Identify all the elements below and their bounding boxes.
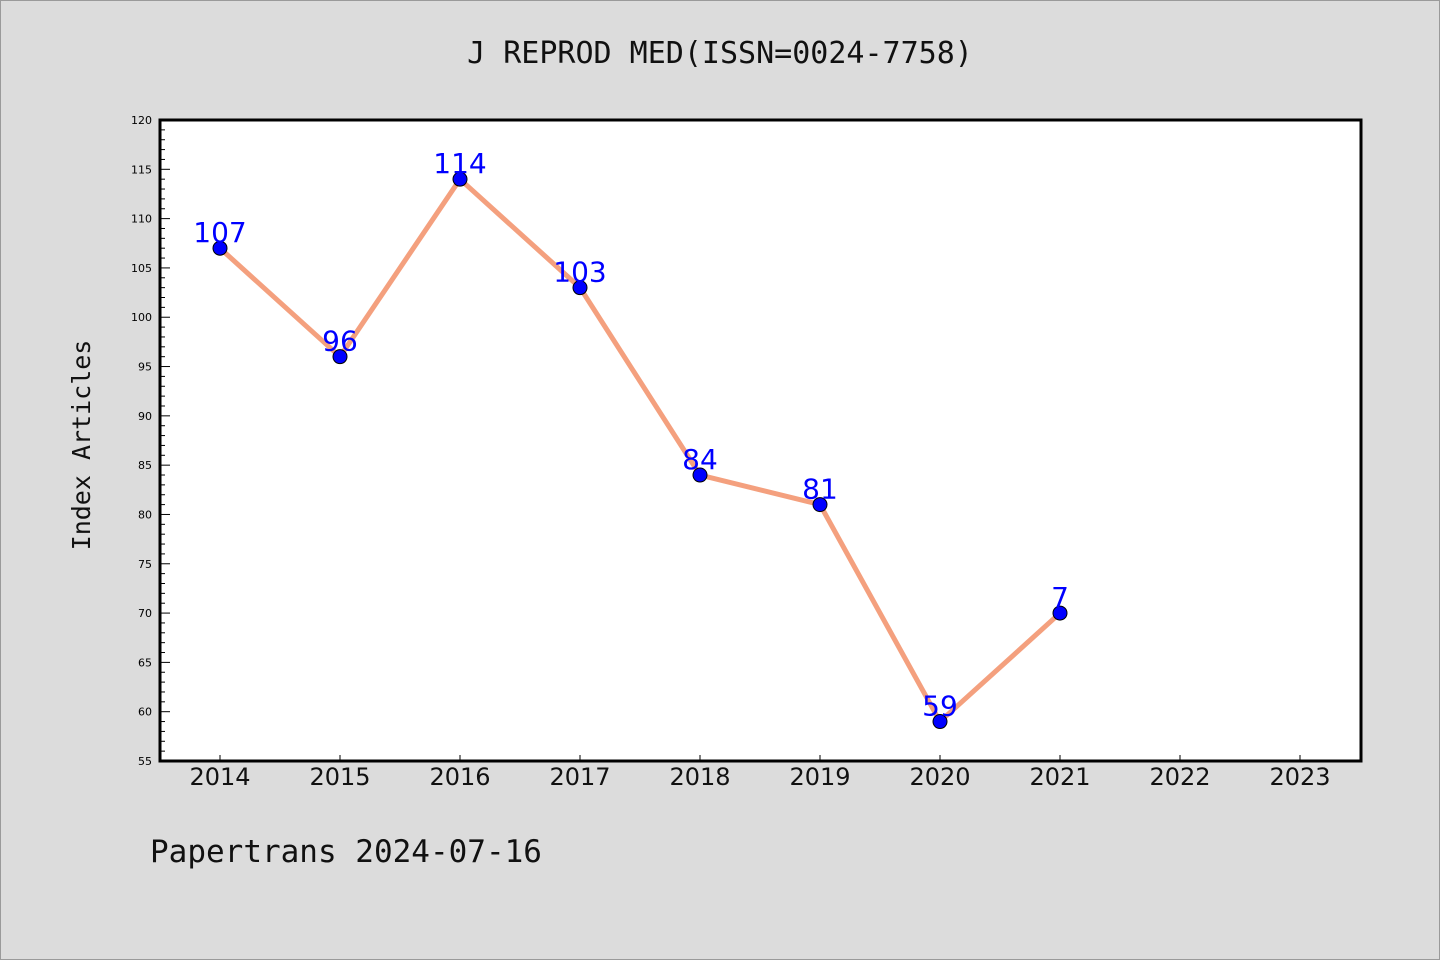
data-label: 7 — [1051, 581, 1069, 614]
x-tick-label: 2015 — [309, 763, 370, 791]
y-tick-label: 55 — [138, 755, 152, 768]
y-tick-label: 80 — [138, 508, 152, 521]
data-point — [1052, 605, 1068, 621]
plot-area — [158, 118, 1363, 763]
y-tick-label: 105 — [131, 262, 152, 275]
x-tick-label: 2018 — [669, 763, 730, 791]
y-tick-label: 85 — [138, 459, 152, 472]
x-tick-label: 2014 — [189, 763, 250, 791]
y-tick-label: 70 — [138, 607, 152, 620]
data-label: 59 — [922, 690, 958, 723]
data-point — [572, 280, 588, 296]
data-label: 107 — [193, 216, 246, 249]
data-point — [452, 171, 468, 187]
data-point — [932, 714, 948, 730]
x-tick-label: 2023 — [1269, 763, 1330, 791]
series-line — [218, 176, 1062, 725]
y-tick-label: 120 — [131, 114, 152, 127]
data-point — [692, 467, 708, 483]
data-label: 114 — [433, 147, 486, 180]
x-tick-label: 2017 — [549, 763, 610, 791]
x-tick-label: 2022 — [1149, 763, 1210, 791]
data-point — [812, 497, 828, 513]
y-tick-label: 95 — [138, 361, 152, 374]
data-point — [212, 240, 228, 256]
y-tick-label: 100 — [131, 311, 152, 324]
y-tick-label: 90 — [138, 410, 152, 423]
data-label: 81 — [802, 473, 838, 506]
y-tick-label: 110 — [131, 213, 152, 226]
y-tick-label: 115 — [131, 163, 152, 176]
footer-note: Papertrans 2024-07-16 — [150, 834, 542, 870]
y-tick-label: 65 — [138, 656, 152, 669]
data-label: 84 — [682, 443, 718, 476]
x-tick-label: 2016 — [429, 763, 490, 791]
data-label: 103 — [553, 256, 606, 289]
y-tick-label: 75 — [138, 558, 152, 571]
x-tick-label: 2020 — [909, 763, 970, 791]
x-tick-label: 2021 — [1029, 763, 1090, 791]
x-tick-label: 2019 — [789, 763, 850, 791]
y-tick-label: 60 — [138, 706, 152, 719]
chart-title: J REPROD MED(ISSN=0024-7758) — [467, 36, 973, 71]
data-point — [332, 349, 348, 365]
data-label: 96 — [322, 325, 358, 358]
y-axis-label: Index Articles — [67, 340, 96, 551]
